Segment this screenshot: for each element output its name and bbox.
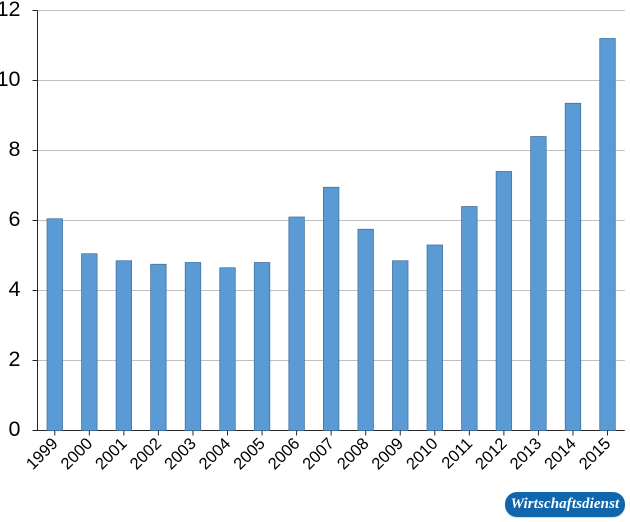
svg-text:2010: 2010 bbox=[403, 435, 442, 474]
svg-text:2000: 2000 bbox=[57, 435, 96, 474]
svg-text:4: 4 bbox=[9, 277, 21, 301]
svg-text:2004: 2004 bbox=[196, 435, 235, 474]
svg-text:2012: 2012 bbox=[472, 435, 511, 474]
svg-text:2008: 2008 bbox=[334, 435, 373, 474]
svg-text:2001: 2001 bbox=[92, 435, 131, 474]
svg-text:8: 8 bbox=[9, 137, 21, 161]
svg-text:2011: 2011 bbox=[438, 435, 476, 473]
svg-text:2002: 2002 bbox=[127, 435, 166, 474]
svg-text:2007: 2007 bbox=[299, 435, 338, 474]
svg-text:2: 2 bbox=[9, 347, 21, 371]
svg-text:2014: 2014 bbox=[541, 435, 580, 474]
svg-text:10: 10 bbox=[0, 67, 21, 91]
svg-text:2006: 2006 bbox=[265, 435, 304, 474]
svg-text:2009: 2009 bbox=[368, 435, 407, 474]
svg-text:1999: 1999 bbox=[23, 435, 62, 474]
svg-text:2013: 2013 bbox=[507, 435, 546, 474]
svg-text:2015: 2015 bbox=[576, 435, 615, 474]
svg-text:2003: 2003 bbox=[161, 435, 200, 474]
svg-text:12: 12 bbox=[0, 0, 21, 21]
svg-text:6: 6 bbox=[9, 207, 21, 231]
svg-text:2005: 2005 bbox=[230, 435, 269, 474]
svg-text:0: 0 bbox=[9, 417, 21, 441]
